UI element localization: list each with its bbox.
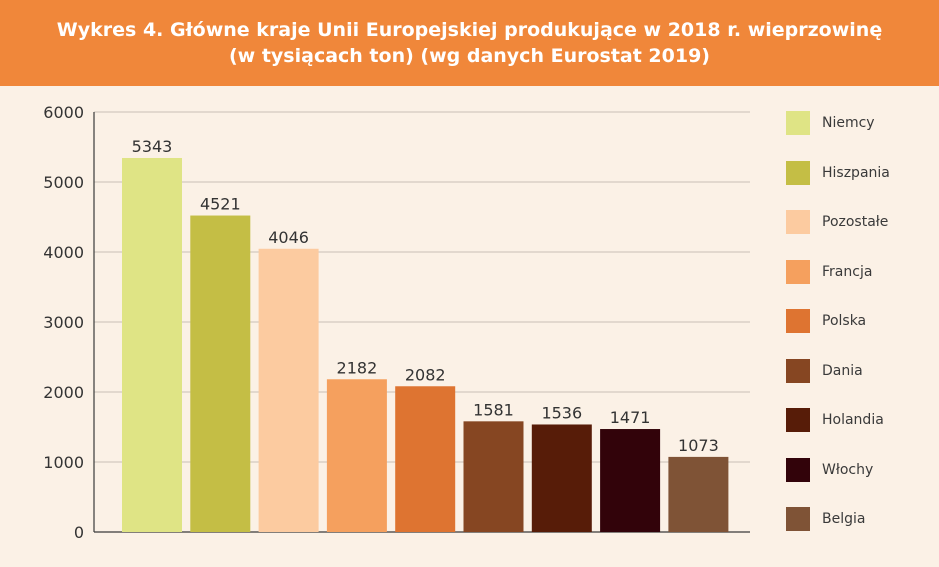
bar-value-label: 1536 xyxy=(541,403,582,422)
bar xyxy=(395,386,456,532)
legend-swatch xyxy=(786,408,810,432)
bar xyxy=(258,248,319,532)
bar-value-label: 1581 xyxy=(473,400,514,419)
bar xyxy=(122,157,182,532)
bar-chart: 0 1000 2000 3000 4000 5000 6000 5343 4521 4046 218… xyxy=(43,103,750,542)
bar-value-label: 5343 xyxy=(132,137,173,156)
legend-label: Hiszpania xyxy=(822,164,890,181)
bar-value-label: 1471 xyxy=(610,408,651,427)
legend-label: Niemcy xyxy=(822,115,875,131)
y-tick-label: 4000 xyxy=(43,243,84,262)
legend-label: Belgia xyxy=(822,511,866,527)
bar-value-label: 2182 xyxy=(337,358,378,377)
bar xyxy=(600,429,661,532)
bar xyxy=(463,421,524,532)
legend-item: Dania xyxy=(786,358,936,384)
legend-item: Pozostałe xyxy=(786,209,936,235)
legend-label: Włochy xyxy=(822,461,874,478)
legend-swatch xyxy=(786,309,810,333)
legend-item: Polska xyxy=(786,308,936,334)
y-tick-label: 0 xyxy=(74,523,84,542)
legend-item: Belgia xyxy=(786,506,936,532)
bar-value-label: 2082 xyxy=(405,365,446,384)
legend-swatch xyxy=(786,259,810,284)
bar xyxy=(326,379,387,532)
legend-swatch xyxy=(786,507,810,531)
bar xyxy=(190,215,251,532)
y-tick-label: 1000 xyxy=(43,453,84,472)
legend-item: Hiszpania xyxy=(786,160,936,186)
legend-swatch xyxy=(786,210,810,234)
y-tick-label: 2000 xyxy=(43,383,84,402)
y-tick-label: 3000 xyxy=(43,313,84,332)
bar xyxy=(668,456,729,532)
chart-title-banner: Wykres 4. Główne kraje Unii Europejskiej… xyxy=(0,0,939,86)
legend-label: Holandia xyxy=(822,412,884,428)
legend-item: Włochy xyxy=(786,457,936,483)
legend-label: Polska xyxy=(822,313,867,329)
legend-item: Holandia xyxy=(786,407,936,433)
chart-title-line-1: Wykres 4. Główne kraje Unii Europejskiej… xyxy=(56,19,883,41)
legend-swatch xyxy=(786,111,810,135)
legend-item: Niemcy xyxy=(786,110,936,136)
bar xyxy=(531,424,592,532)
legend-item: Francja xyxy=(786,259,936,285)
legend-label: Pozostałe xyxy=(822,214,889,230)
legend-label: Dania xyxy=(822,362,863,379)
bar-value-label: 4521 xyxy=(200,195,241,214)
legend-swatch xyxy=(786,457,810,482)
chart-title-line-2: (w tysiącach ton) (wg danych Eurostat 20… xyxy=(228,45,710,67)
legend-swatch xyxy=(786,358,810,383)
y-tick-label: 6000 xyxy=(43,103,84,122)
legend-label: Francja xyxy=(822,263,873,280)
legend-swatch xyxy=(786,160,810,185)
bar-value-label: 4046 xyxy=(268,228,309,247)
y-tick-label: 5000 xyxy=(43,173,84,192)
bar-value-label: 1073 xyxy=(678,436,719,455)
